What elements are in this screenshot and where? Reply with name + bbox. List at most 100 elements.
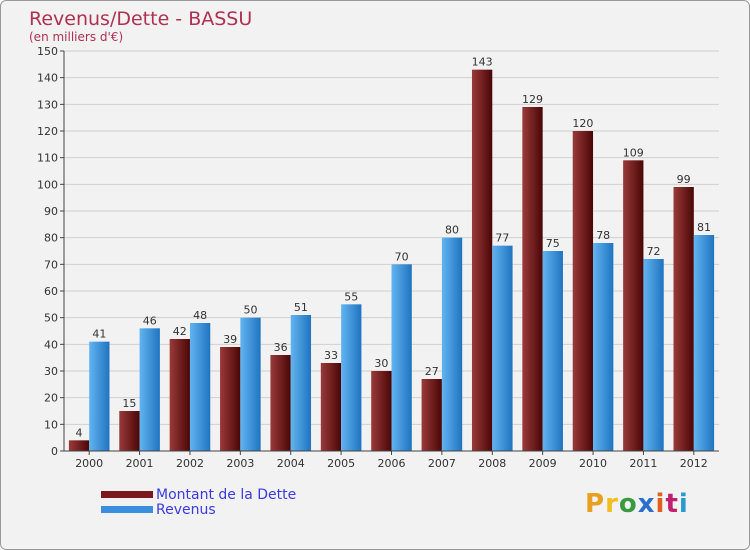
y-tick-label: 150: [37, 45, 58, 58]
data-label-revenue: 77: [495, 232, 509, 245]
x-tick-label: 2000: [75, 457, 103, 470]
x-tick-label: 2008: [478, 457, 506, 470]
bar-debt: [169, 339, 190, 451]
bar-revenue: [240, 317, 261, 451]
bar-revenue: [139, 328, 160, 451]
logo-letter: i: [678, 489, 689, 519]
y-tick-label: 60: [44, 285, 58, 298]
bar-debt: [421, 379, 442, 451]
chart-subtitle: (en milliers d'€): [29, 30, 123, 44]
legend: Montant de la Dette Revenus: [101, 486, 297, 518]
logo-letter: o: [618, 489, 638, 519]
x-tick-label: 2009: [529, 457, 557, 470]
y-tick-label: 50: [44, 312, 58, 325]
y-tick-label: 70: [44, 258, 58, 271]
y-tick-label: 130: [37, 98, 58, 111]
bar-debt: [371, 371, 392, 451]
data-label-revenue: 46: [143, 314, 157, 327]
legend-item-revenue: Revenus: [101, 501, 296, 518]
bar-revenue: [290, 315, 312, 451]
data-label-debt: 109: [623, 146, 644, 159]
bar-debt: [572, 131, 594, 451]
data-label-debt: 129: [522, 93, 543, 106]
data-label-revenue: 48: [193, 309, 207, 322]
bar-debt: [522, 107, 543, 451]
bars-layer: [68, 69, 715, 452]
data-label-debt: 143: [472, 56, 493, 69]
x-tick-label: 2001: [126, 457, 154, 470]
data-label-revenue: 81: [697, 221, 711, 234]
proxiti-logo: Proxiti: [585, 489, 689, 519]
logo-letter: t: [665, 489, 679, 519]
bar-debt: [68, 440, 90, 451]
data-label-revenue: 55: [344, 290, 358, 303]
x-tick-label: 2012: [680, 457, 708, 470]
y-tick-label: 90: [44, 205, 58, 218]
bar-debt: [270, 355, 291, 451]
bar-revenue: [593, 243, 614, 451]
data-label-debt: 99: [677, 173, 691, 186]
logo-letter: x: [637, 489, 656, 519]
logo-letter: i: [655, 489, 666, 519]
data-label-debt: 42: [173, 325, 187, 338]
x-tick-label: 2010: [579, 457, 607, 470]
data-label-debt: 39: [223, 333, 237, 346]
bar-revenue: [542, 251, 563, 451]
bar-revenue: [391, 264, 412, 451]
y-tick-label: 30: [44, 365, 58, 378]
data-label-debt: 15: [122, 397, 136, 410]
y-tick-label: 140: [37, 72, 58, 85]
legend-swatch-revenue: [101, 506, 153, 513]
x-tick-label: 2006: [378, 457, 406, 470]
y-tick-label: 120: [37, 125, 58, 138]
x-tick-label: 2007: [428, 457, 456, 470]
data-label-revenue: 72: [647, 245, 661, 258]
logo-letter: P: [585, 489, 606, 519]
y-tick-label: 80: [44, 232, 58, 245]
legend-item-debt: Montant de la Dette: [101, 486, 297, 503]
chart-title: Revenus/Dette - BASSU: [29, 8, 252, 30]
data-label-revenue: 70: [395, 250, 409, 263]
axes-layer: 0 10 20 30 40 50 60 70 80 90 100 110 120 130 140 150: [37, 45, 719, 458]
bar-debt: [320, 363, 342, 451]
data-label-debt: 36: [274, 341, 288, 354]
data-label-revenue: 50: [243, 304, 257, 317]
x-tick-label: 2004: [277, 457, 305, 470]
bar-debt: [220, 347, 241, 451]
bar-debt: [673, 187, 694, 451]
y-tick-label: 40: [44, 338, 58, 351]
y-tick-label: 0: [51, 445, 58, 458]
logo-letter: r: [605, 489, 619, 519]
legend-label-debt: Montant de la Dette: [156, 486, 297, 503]
data-label-debt: 30: [374, 357, 388, 370]
data-label-revenue: 80: [445, 224, 459, 237]
bar-revenue: [492, 245, 513, 451]
bar-revenue: [341, 304, 362, 451]
bar-revenue: [693, 235, 715, 451]
x-tick-label: 2003: [226, 457, 254, 470]
x-tick-label: 2002: [176, 457, 204, 470]
data-label-debt: 27: [425, 365, 439, 378]
x-tick-label: 2011: [629, 457, 657, 470]
bar-revenue: [189, 323, 211, 451]
legend-label-revenue: Revenus: [156, 501, 216, 518]
x-tick-label: 2005: [327, 457, 355, 470]
bar-debt: [623, 160, 644, 452]
labels-layer: 4 41 2000 15 46 2001 42 48 2002 39 50 2003 36 51 2004 3…: [75, 56, 711, 470]
data-label-debt: 120: [572, 117, 593, 130]
y-tick-label: 100: [37, 178, 58, 191]
data-label-revenue: 41: [92, 328, 106, 341]
bar-debt: [119, 411, 140, 451]
bar-revenue: [441, 237, 463, 451]
legend-swatch-debt: [101, 491, 153, 498]
bar-revenue: [89, 341, 110, 451]
data-label-debt: 33: [324, 349, 338, 362]
bar-debt: [471, 69, 493, 452]
y-tick-label: 20: [44, 392, 58, 405]
data-label-debt: 4: [76, 426, 83, 439]
y-tick-label: 10: [44, 418, 58, 431]
data-label-revenue: 75: [546, 237, 560, 250]
y-tick-label: 110: [37, 152, 58, 165]
